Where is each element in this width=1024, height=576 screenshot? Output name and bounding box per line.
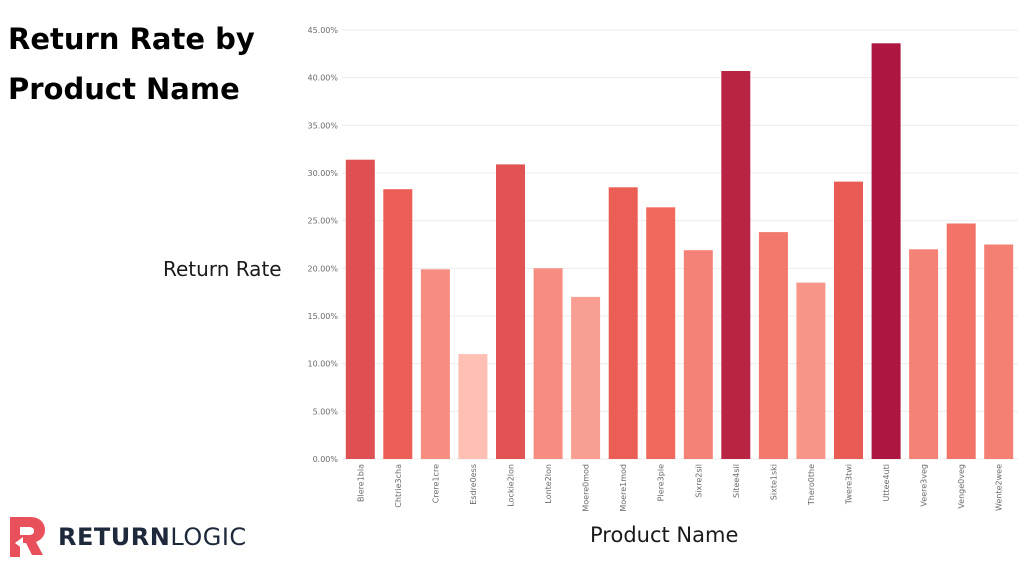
bar-plere3ple: [646, 207, 676, 459]
x-tick-label: Moere1mod: [619, 464, 628, 512]
y-axis-ticks: 0.00% 5.00% 10.00% 15.00% 20.00% 25.00% 30.00%…: [307, 26, 338, 464]
x-tick-label: Sixte1ski: [769, 464, 778, 500]
y-tick-label: 20.00%: [307, 264, 338, 273]
x-tick-label: Twere3twi: [845, 464, 854, 505]
bar-venge0veg: [946, 223, 976, 459]
bar-esdre0ess: [458, 354, 488, 459]
x-tick-label: Crere1cre: [431, 464, 440, 503]
y-tick-label: 25.00%: [307, 217, 338, 226]
x-axis-label: Product Name: [590, 523, 739, 547]
y-tick-label: 10.00%: [307, 360, 338, 369]
chart-title: Return Rate by Product Name: [8, 22, 255, 106]
x-tick-label: Sixre2sil: [694, 464, 703, 498]
logo-arrow-shape: [20, 527, 34, 535]
x-tick-label: Chtrie3cha: [394, 464, 403, 508]
bar-sitee4sil: [721, 71, 751, 459]
y-tick-label: 40.00%: [307, 74, 338, 83]
bar-crere1cre: [420, 269, 450, 459]
x-tick-label: Thero0the: [807, 464, 816, 506]
x-tick-label: Wente2wee: [995, 464, 1004, 511]
bar-veere3veg: [909, 249, 939, 459]
bar-wente2wee: [984, 244, 1014, 459]
bar-lonte2lon: [533, 268, 563, 459]
y-tick-label: 45.00%: [307, 26, 338, 35]
returnlogic-logo-icon: [10, 517, 45, 557]
returnlogic-logo: RETURNLOGIC: [6, 515, 247, 559]
x-axis-ticks: Blere1bla Chtrie3cha Crere1cre Esdre0ess Loc…: [356, 464, 1003, 512]
gridlines: [342, 29, 1018, 460]
bar-thero0the: [796, 282, 826, 459]
x-tick-label: Veere3veg: [920, 464, 929, 507]
bar-lockie2lon: [496, 164, 525, 459]
x-tick-label: Moere0mod: [582, 464, 591, 512]
x-tick-label: Uttee4uti: [882, 464, 891, 502]
logo-wordmark: RETURNLOGIC: [58, 523, 247, 551]
x-tick-label: Blere1bla: [356, 464, 365, 502]
x-tick-label: Plere3ple: [657, 464, 666, 501]
bar-chtrie3cha: [383, 189, 413, 459]
logo-word-return: RETURN: [58, 523, 171, 551]
bars: [345, 43, 1014, 460]
y-tick-label: 5.00%: [313, 407, 339, 416]
y-axis-label: Return Rate: [163, 257, 282, 281]
y-tick-label: 30.00%: [307, 169, 338, 178]
x-tick-label: Sitee4sil: [732, 464, 741, 498]
y-tick-label: 15.00%: [307, 312, 338, 321]
bar-moere1mod: [608, 187, 638, 460]
bar-sixre2sil: [683, 250, 713, 459]
x-tick-label: Venge0veg: [957, 464, 966, 509]
y-tick-label: 35.00%: [307, 121, 338, 130]
logo-notch-shape: [15, 537, 23, 549]
x-tick-label: Lockie2lon: [507, 464, 516, 507]
bar-blere1bla: [345, 159, 375, 459]
x-tick-label: Esdre0ess: [469, 464, 478, 505]
bar-sixte1ski: [758, 232, 788, 459]
bar-uttee4uti: [871, 43, 901, 460]
bar-twere3twi: [834, 181, 863, 459]
logo-word-logic: LOGIC: [170, 523, 247, 551]
bar-moere0mod: [571, 296, 601, 459]
x-tick-label: Lonte2lon: [544, 464, 553, 504]
logo-r-shape: [10, 517, 45, 557]
y-tick-label: 0.00%: [313, 455, 339, 464]
